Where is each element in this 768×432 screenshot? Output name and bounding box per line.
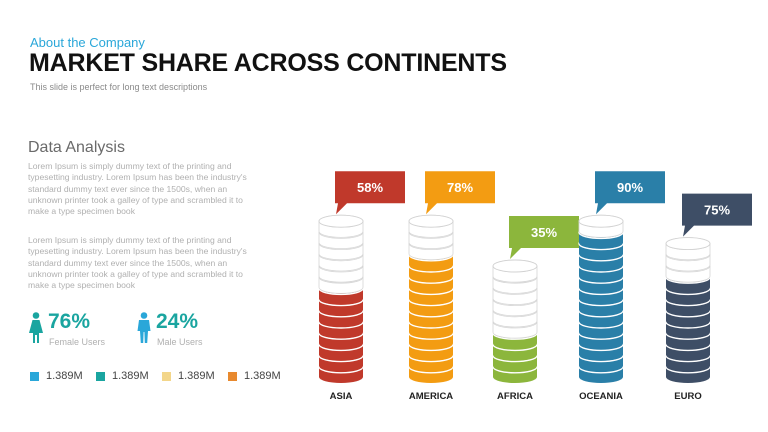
female-users-label: Female Users bbox=[49, 337, 106, 347]
legend-label: 1.389M bbox=[46, 370, 83, 382]
value-callout: 75% bbox=[682, 193, 752, 237]
eyebrow-text: About the Company bbox=[30, 35, 145, 50]
legend-item: 1.389M bbox=[30, 370, 96, 382]
value-callout: 35% bbox=[509, 216, 579, 259]
cylinder-top bbox=[318, 214, 364, 228]
legend-item: 1.389M bbox=[96, 370, 162, 382]
legend-item: 1.389M bbox=[228, 370, 294, 382]
legend-label: 1.389M bbox=[112, 370, 149, 382]
cylinder-bar bbox=[408, 214, 454, 383]
value-label: 35% bbox=[531, 225, 557, 240]
page-subtitle: This slide is perfect for long text desc… bbox=[30, 82, 208, 92]
cylinder-top bbox=[408, 214, 454, 228]
cylinder-top bbox=[578, 214, 624, 228]
cylinder-top bbox=[492, 259, 538, 273]
legend-item: 1.389M bbox=[162, 370, 228, 382]
value-callout: 58% bbox=[335, 171, 405, 215]
female-user-icon bbox=[29, 312, 43, 343]
value-callout: 90% bbox=[595, 171, 665, 215]
value-callout: 78% bbox=[425, 171, 495, 215]
male-user-icon bbox=[137, 312, 151, 343]
category-label: ASIA bbox=[330, 391, 353, 402]
cylinder-bar bbox=[318, 214, 364, 383]
legend-swatch bbox=[162, 371, 171, 381]
value-label: 58% bbox=[357, 180, 383, 195]
male-users-label: Male Users bbox=[157, 337, 203, 347]
legend-swatch bbox=[228, 371, 237, 381]
category-label: AFRICA bbox=[497, 391, 533, 402]
cylinder-bar bbox=[665, 237, 711, 383]
legend-swatch bbox=[96, 371, 105, 381]
value-label: 90% bbox=[617, 180, 643, 195]
legend-label: 1.389M bbox=[244, 370, 281, 382]
section-heading: Data Analysis bbox=[28, 139, 125, 156]
value-label: 78% bbox=[447, 180, 473, 195]
cylinder-top bbox=[665, 237, 711, 251]
cylinder-bar bbox=[492, 259, 538, 383]
legend-label: 1.389M bbox=[178, 370, 215, 382]
category-label: OCEANIA bbox=[579, 391, 623, 402]
cylinder-bar bbox=[578, 214, 624, 383]
legend: 1.389M 1.389M 1.389M 1.389M bbox=[30, 370, 294, 382]
page-title: MARKET SHARE ACROSS CONTINENTS bbox=[29, 49, 507, 77]
female-users-value: 76% bbox=[48, 310, 91, 333]
category-label: AMERICA bbox=[409, 391, 453, 402]
male-users-value: 24% bbox=[156, 310, 199, 333]
description-paragraph-2: Lorem Ipsum is simply dummy text of the … bbox=[28, 235, 247, 291]
legend-swatch bbox=[30, 371, 39, 381]
value-label: 75% bbox=[704, 203, 730, 218]
description-paragraph-1: Lorem Ipsum is simply dummy text of the … bbox=[28, 161, 247, 217]
category-label: EURO bbox=[674, 391, 701, 402]
